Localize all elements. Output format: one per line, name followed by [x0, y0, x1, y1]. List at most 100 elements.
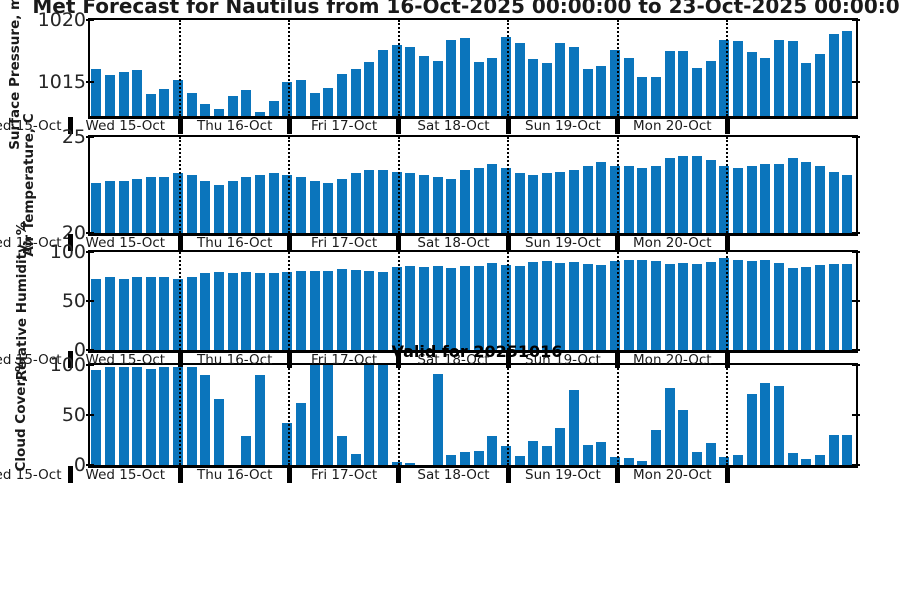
xtick-mark — [177, 234, 183, 251]
bar — [596, 65, 607, 116]
day-label: Thu 16-Oct — [196, 235, 273, 251]
day-gridline — [726, 365, 728, 465]
bar — [336, 179, 347, 233]
bar — [610, 260, 621, 350]
xtick-mark — [286, 117, 292, 134]
bar — [651, 260, 662, 350]
xtick-mark — [396, 117, 402, 134]
bar — [487, 262, 498, 350]
bar — [336, 268, 347, 350]
bar — [828, 33, 839, 116]
bar — [241, 90, 252, 116]
bar — [446, 455, 457, 465]
bar — [773, 386, 784, 465]
day-label: Mon 20-Oct — [633, 118, 712, 134]
day-label: Wed 15-Oct — [85, 118, 166, 134]
bar — [514, 456, 525, 465]
bar — [705, 443, 716, 465]
bar — [377, 169, 388, 233]
bar — [828, 435, 839, 465]
bar — [296, 80, 307, 116]
bar — [719, 39, 730, 116]
xtick-mark — [396, 351, 402, 368]
bar — [528, 261, 539, 350]
day-gridline — [507, 365, 510, 465]
xtick-mark — [396, 466, 402, 483]
xtick-mark — [286, 351, 292, 368]
ytick-mark-left — [86, 364, 94, 366]
bar — [732, 455, 743, 465]
bar — [746, 260, 757, 350]
bar — [651, 76, 662, 116]
clipped-day-label: Wed 15-Oct — [0, 235, 62, 251]
xtick-mark — [615, 466, 621, 483]
bar — [173, 173, 184, 233]
ytick-mark-right — [852, 464, 860, 466]
xtick-mark — [505, 234, 511, 251]
bar — [104, 75, 115, 116]
bar — [828, 171, 839, 233]
bar — [323, 365, 334, 465]
xtick-mark — [505, 466, 511, 483]
xtick-mark — [615, 351, 621, 368]
xtick-mark — [724, 351, 730, 368]
day-label: Thu 16-Oct — [196, 467, 273, 483]
xtick-mark — [286, 234, 292, 251]
bar — [528, 59, 539, 116]
bar — [91, 183, 102, 233]
bar — [173, 80, 184, 116]
bar — [473, 451, 484, 465]
xaxis-row-temperature: Wed 15-Oct Thu 16-Oct Fri 17-Oct Sat 18-Oct… — [68, 234, 856, 253]
bar — [159, 277, 170, 350]
day-gridline — [616, 137, 619, 233]
bar — [760, 58, 771, 116]
day-label: Sat 18-Oct — [417, 352, 490, 368]
ytick-mark-left — [86, 19, 94, 21]
day-label: Wed 15-Oct — [85, 235, 166, 251]
bar — [487, 58, 498, 116]
ytick-mark-left — [86, 349, 94, 351]
bar — [705, 60, 716, 116]
bar — [500, 37, 511, 116]
xtick-mark — [724, 234, 730, 251]
bar — [651, 430, 662, 465]
day-label: Mon 20-Oct — [633, 467, 712, 483]
day-gridline — [616, 365, 619, 465]
bar — [227, 272, 238, 350]
ytick-mark-right — [852, 414, 860, 416]
day-label: Sat 18-Oct — [417, 118, 490, 134]
bar — [200, 103, 211, 116]
xtick-mark — [505, 117, 511, 134]
day-label: Sun 19-Oct — [525, 118, 601, 134]
bar — [801, 161, 812, 233]
bar — [104, 181, 115, 233]
bar — [760, 163, 771, 233]
bar — [705, 160, 716, 233]
bar — [186, 367, 197, 465]
bar — [296, 270, 307, 350]
xtick-mark — [724, 466, 730, 483]
bar — [637, 76, 648, 116]
valid-annotation: Valid for 20251016 — [391, 342, 563, 361]
bar — [145, 276, 156, 350]
bar — [623, 58, 634, 116]
day-gridline — [507, 20, 510, 116]
ytick-mark-right — [852, 232, 860, 234]
bar — [842, 435, 853, 465]
bar — [432, 374, 443, 465]
bar — [528, 175, 539, 233]
bar — [773, 163, 784, 233]
bar — [145, 177, 156, 233]
day-gridline — [726, 137, 728, 233]
bar — [541, 260, 552, 350]
bar — [787, 453, 798, 465]
bar — [459, 452, 470, 465]
bar — [760, 259, 771, 350]
bar — [842, 31, 853, 116]
bar — [200, 375, 211, 465]
bar — [309, 92, 320, 116]
bar — [514, 173, 525, 233]
bar — [364, 61, 375, 116]
bar — [692, 68, 703, 116]
bar — [692, 263, 703, 350]
